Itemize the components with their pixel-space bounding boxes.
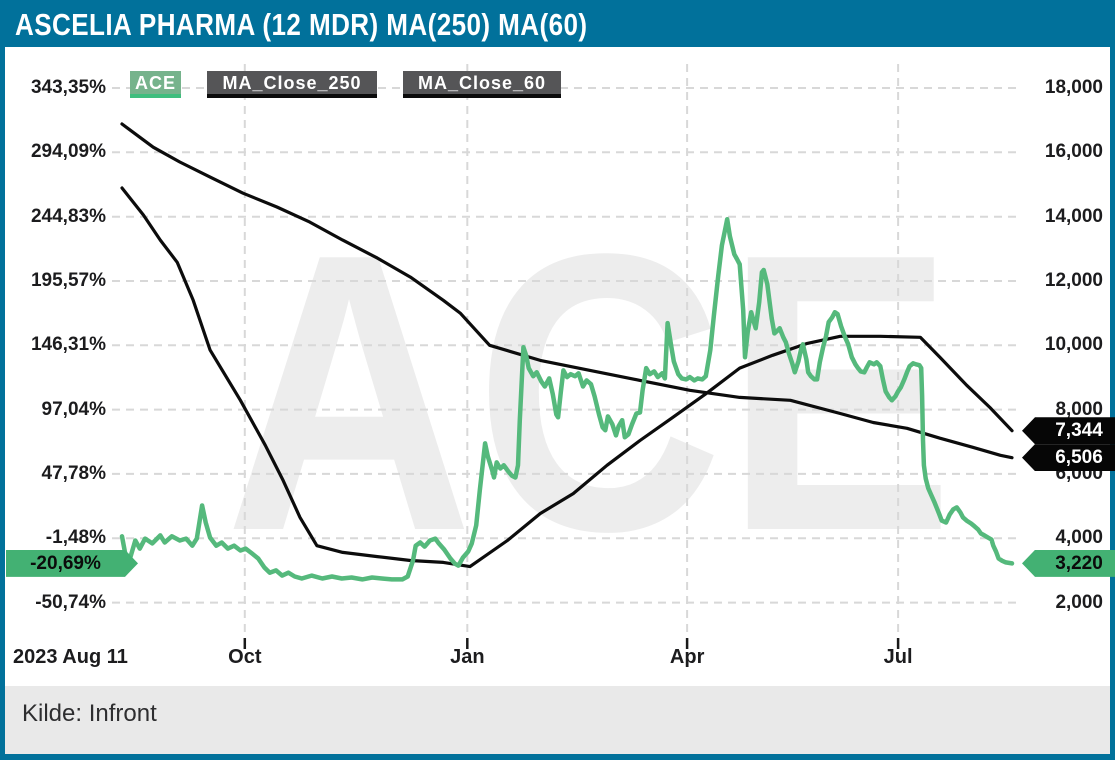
- x-axis-label: Jan: [450, 646, 485, 668]
- y-axis-label-right: 4,000: [1055, 527, 1103, 549]
- y-axis-label-right: 2,000: [1055, 591, 1103, 613]
- y-axis-label-right: 16,000: [1044, 141, 1103, 163]
- y-axis-label-right: 14,000: [1044, 205, 1103, 227]
- y-axis-label-right: 10,000: [1044, 334, 1103, 356]
- value-badge-green: -20,69%: [6, 550, 138, 577]
- chart-title: ASCELIA PHARMA (12 MDR) MA(250) MA(60): [15, 7, 588, 42]
- value-badge-green: 3,220: [1022, 549, 1115, 577]
- y-axis-label-left: -1,48%: [45, 527, 106, 549]
- y-axis-label-left: 244,83%: [30, 205, 106, 227]
- y-axis-label-left: 47,78%: [41, 462, 106, 484]
- x-axis-label: Apr: [669, 646, 705, 668]
- chart-area: [5, 47, 1110, 684]
- x-axis-label: 2023 Aug 11: [13, 646, 128, 668]
- source-bar: Kilde: Infront: [5, 684, 1110, 754]
- value-badge-black: 6,506: [1022, 444, 1115, 472]
- source-label: Kilde: Infront: [22, 700, 157, 727]
- y-axis-label-right: 18,000: [1044, 77, 1103, 98]
- title-bar: ASCELIA PHARMA (12 MDR) MA(250) MA(60): [0, 0, 1115, 47]
- y-axis-label-left: 97,04%: [41, 398, 106, 420]
- x-axis-label: Jul: [883, 646, 913, 668]
- x-axis-label: Oct: [228, 646, 262, 668]
- legend-item-ma_close_250[interactable]: MA_Close_250: [207, 71, 377, 98]
- y-axis-label-left: 195,57%: [30, 269, 106, 291]
- y-axis-label-left: 146,31%: [30, 334, 106, 356]
- legend-item-ace[interactable]: ACE: [130, 71, 181, 98]
- value-badge-black: 7,344: [1022, 417, 1115, 445]
- y-axis-label-left: 294,09%: [30, 141, 106, 163]
- y-axis-label-right: 8,000: [1055, 398, 1103, 420]
- y-axis-label-left: 343,35%: [30, 77, 106, 98]
- y-axis-label-right: 12,000: [1044, 269, 1103, 291]
- y-axis-label-left: -50,74%: [35, 591, 106, 613]
- legend-item-ma_close_60[interactable]: MA_Close_60: [403, 71, 561, 98]
